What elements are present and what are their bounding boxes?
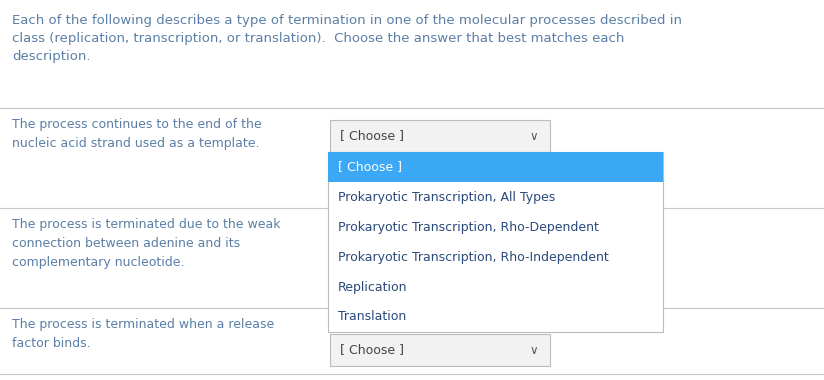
Text: [ Choose ]: [ Choose ] <box>340 130 404 142</box>
Text: Prokaryotic Transcription, Rho-Independent: Prokaryotic Transcription, Rho-Independe… <box>338 250 609 263</box>
Bar <box>330 334 550 366</box>
Bar <box>330 120 550 152</box>
Text: class (replication, transcription, or translation).  Choose the answer that best: class (replication, transcription, or tr… <box>12 32 625 45</box>
Text: description.: description. <box>12 50 91 63</box>
Text: Each of the following describes a type of termination in one of the molecular pr: Each of the following describes a type o… <box>12 14 682 27</box>
Text: The process is terminated due to the weak
connection between adenine and its
com: The process is terminated due to the wea… <box>12 218 280 269</box>
Text: [ Choose ]: [ Choose ] <box>338 160 402 174</box>
Text: Prokaryotic Transcription, All Types: Prokaryotic Transcription, All Types <box>338 190 555 204</box>
Text: The process continues to the end of the
nucleic acid strand used as a template.: The process continues to the end of the … <box>12 118 262 150</box>
Text: The process is terminated when a release
factor binds.: The process is terminated when a release… <box>12 318 274 350</box>
Text: Prokaryotic Transcription, Rho-Dependent: Prokaryotic Transcription, Rho-Dependent <box>338 220 599 233</box>
Text: [ Choose ]: [ Choose ] <box>340 344 404 356</box>
Text: ∨: ∨ <box>530 130 538 142</box>
Bar <box>328 152 663 332</box>
Text: Translation: Translation <box>338 310 406 323</box>
Text: Replication: Replication <box>338 280 408 293</box>
Bar <box>328 152 663 182</box>
Text: ∨: ∨ <box>530 344 538 356</box>
